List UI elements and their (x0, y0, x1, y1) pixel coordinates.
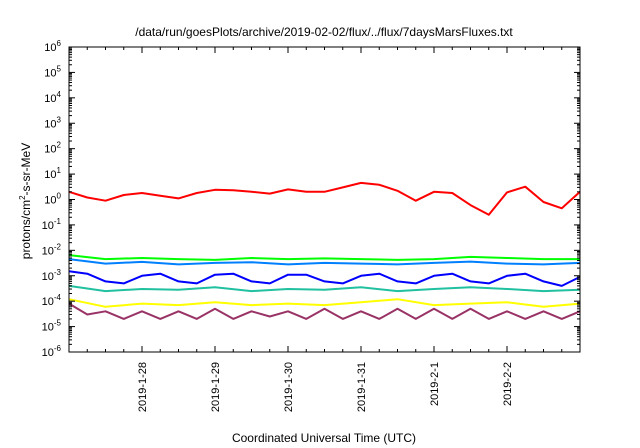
y-axis-title: protons/cm2-s-sr-MeV (18, 143, 33, 259)
y-tick-label: 100 (44, 192, 61, 207)
series-line-6 (68, 298, 581, 308)
x-tick-label: 2019-2-1 (429, 362, 441, 406)
series-line-7 (68, 302, 581, 320)
y-tick-label: 106 (44, 39, 61, 54)
series-line-2 (68, 254, 580, 261)
x-tick-label: 2019-1-30 (283, 362, 295, 412)
y-tick-label: 10-6 (42, 344, 62, 359)
series-line-4 (68, 270, 581, 287)
x-tick-label: 2019-1-31 (356, 362, 368, 412)
series-line-1 (68, 181, 581, 216)
x-tick-label: 2019-2-2 (502, 362, 514, 406)
y-tick-label: 102 (44, 141, 61, 156)
y-tick-label: 101 (44, 166, 61, 181)
plot-frame (68, 46, 581, 353)
x-axis-title: Coordinated Universal Time (UTC) (232, 431, 416, 445)
y-tick-label: 10-5 (42, 319, 62, 334)
chart-title: /data/run/goesPlots/archive/2019-02-02/f… (135, 25, 513, 39)
y-tick-label: 10-4 (42, 293, 62, 308)
y-tick-label: 10-1 (42, 217, 62, 232)
y-tick-label: 10-2 (42, 242, 62, 257)
x-tick-label: 2019-1-29 (210, 362, 222, 412)
y-tick-label: 105 (44, 64, 61, 79)
y-tick-label: 104 (44, 90, 61, 105)
y-tick-label: 10-3 (42, 268, 62, 283)
series-line-5 (68, 284, 581, 293)
y-tick-label: 103 (44, 115, 61, 130)
x-tick-label: 2019-1-28 (137, 362, 149, 412)
series-line-3 (68, 258, 581, 266)
